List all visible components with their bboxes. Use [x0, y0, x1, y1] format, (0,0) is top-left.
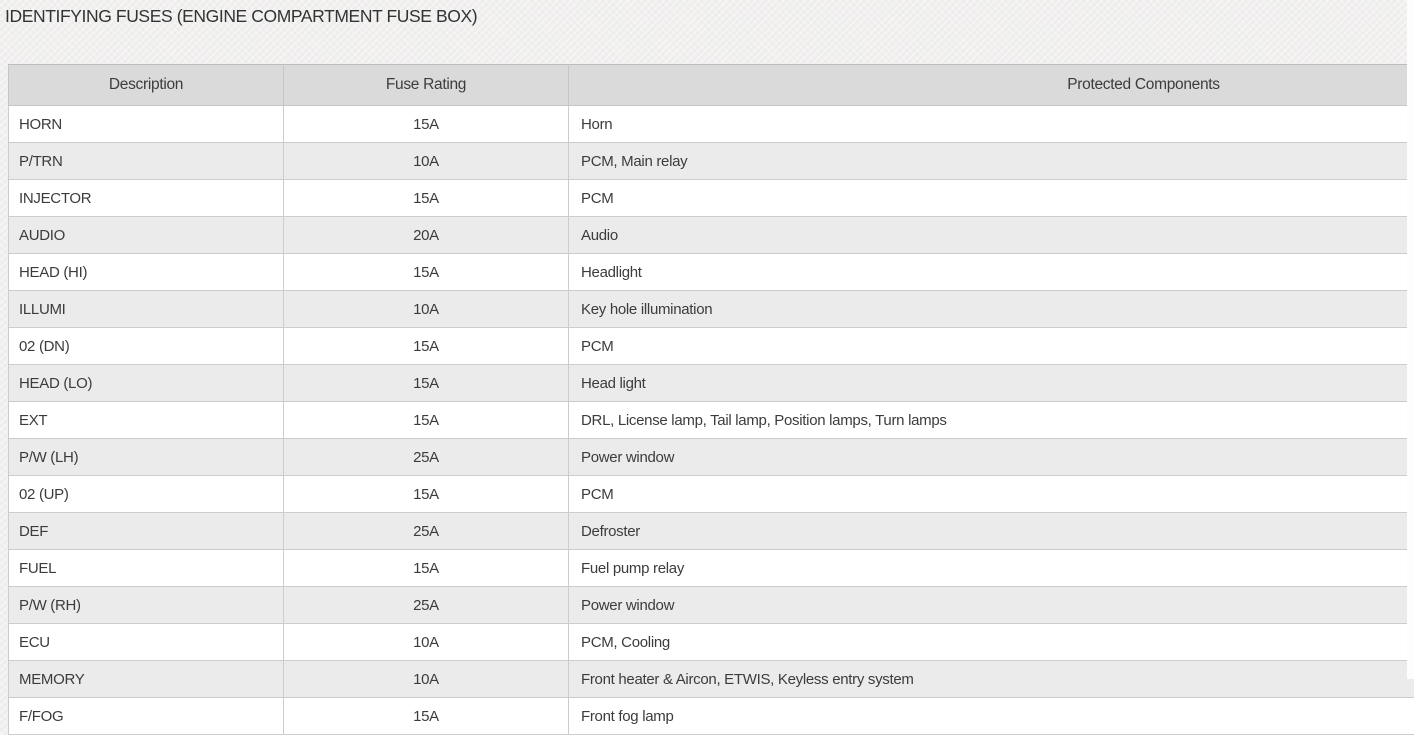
cell-rating: 10A [284, 624, 569, 661]
column-header-fuse-rating: Fuse Rating [284, 65, 569, 106]
cell-rating: 15A [284, 106, 569, 143]
cell-components: Front fog lamp [569, 698, 1414, 735]
vertical-scrollbar[interactable] [1407, 0, 1414, 679]
cell-description: 02 (DN) [9, 328, 284, 365]
cell-description: MEMORY [9, 661, 284, 698]
cell-rating: 15A [284, 328, 569, 365]
cell-rating: 25A [284, 587, 569, 624]
column-header-description: Description [9, 65, 284, 106]
cell-description: AUDIO [9, 217, 284, 254]
cell-components: Power window [569, 587, 1414, 624]
cell-components: Power window [569, 439, 1414, 476]
cell-description: EXT [9, 402, 284, 439]
cell-description: 02 (UP) [9, 476, 284, 513]
column-header-protected-components: Protected Components [569, 65, 1414, 106]
fuse-table-container: Description Fuse Rating Protected Compon… [8, 64, 1414, 735]
cell-rating: 15A [284, 550, 569, 587]
cell-components: PCM, Cooling [569, 624, 1414, 661]
cell-description: HORN [9, 106, 284, 143]
cell-components: PCM [569, 180, 1414, 217]
cell-components: Audio [569, 217, 1414, 254]
cell-description: P/TRN [9, 143, 284, 180]
cell-rating: 25A [284, 513, 569, 550]
cell-description: HEAD (LO) [9, 365, 284, 402]
cell-rating: 15A [284, 476, 569, 513]
cell-description: INJECTOR [9, 180, 284, 217]
cell-description: F/FOG [9, 698, 284, 735]
cell-rating: 15A [284, 402, 569, 439]
cell-description: P/W (LH) [9, 439, 284, 476]
cell-rating: 15A [284, 180, 569, 217]
cell-description: DEF [9, 513, 284, 550]
cell-components: PCM, Main relay [569, 143, 1414, 180]
page-title: IDENTIFYING FUSES (ENGINE COMPARTMENT FU… [5, 6, 477, 27]
cell-description: FUEL [9, 550, 284, 587]
fuse-table: Description Fuse Rating Protected Compon… [8, 64, 1414, 735]
cell-description: ECU [9, 624, 284, 661]
cell-components: Defroster [569, 513, 1414, 550]
cell-components: PCM [569, 328, 1414, 365]
cell-components: Head light [569, 365, 1414, 402]
cell-description: HEAD (HI) [9, 254, 284, 291]
cell-components: Fuel pump relay [569, 550, 1414, 587]
cell-rating: 25A [284, 439, 569, 476]
cell-rating: 10A [284, 661, 569, 698]
cell-rating: 10A [284, 291, 569, 328]
cell-description: ILLUMI [9, 291, 284, 328]
cell-components: Headlight [569, 254, 1414, 291]
cell-description: P/W (RH) [9, 587, 284, 624]
cell-components: Horn [569, 106, 1414, 143]
cell-components: Front heater & Aircon, ETWIS, Keyless en… [569, 661, 1414, 698]
cell-components: DRL, License lamp, Tail lamp, Position l… [569, 402, 1414, 439]
cell-rating: 15A [284, 698, 569, 735]
cell-rating: 15A [284, 254, 569, 291]
cell-components: Key hole illumination [569, 291, 1414, 328]
cell-rating: 20A [284, 217, 569, 254]
table-header-row: Description Fuse Rating Protected Compon… [9, 65, 1414, 106]
cell-components: PCM [569, 476, 1414, 513]
cell-rating: 15A [284, 365, 569, 402]
cell-rating: 10A [284, 143, 569, 180]
